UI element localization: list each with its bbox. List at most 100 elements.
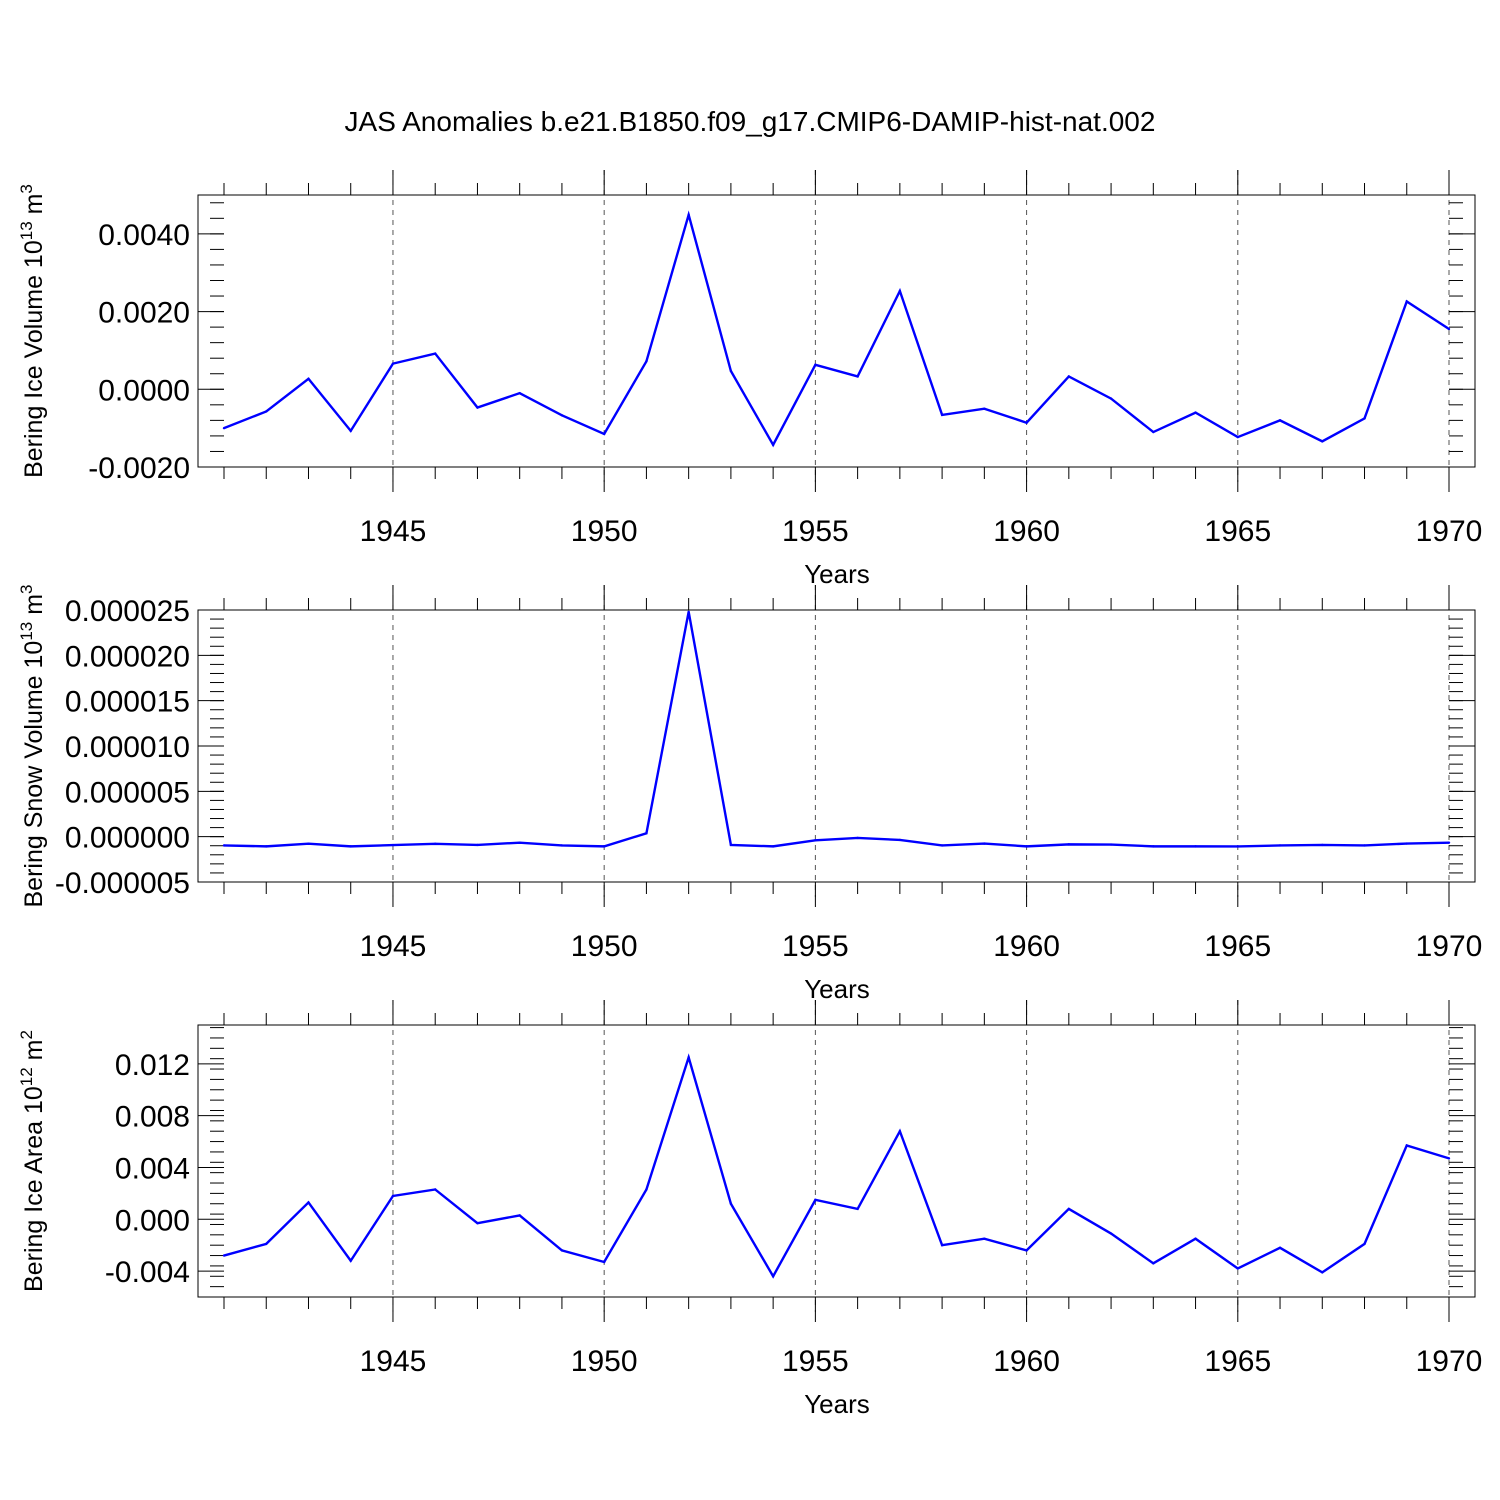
data-point xyxy=(771,1275,775,1278)
plot-frame xyxy=(197,1024,1476,1298)
data-point xyxy=(560,414,564,417)
data-point xyxy=(1067,843,1071,846)
data-point xyxy=(729,1202,733,1205)
data-point xyxy=(1363,417,1366,420)
data-point xyxy=(898,838,902,842)
data-point xyxy=(349,429,352,433)
data-point xyxy=(476,1221,479,1225)
x-tick-label: 1950 xyxy=(571,515,638,548)
data-point xyxy=(1405,1144,1408,1147)
y-axis-label-ylabel-unit: m xyxy=(20,594,48,622)
data-point xyxy=(856,1207,859,1211)
data-point xyxy=(518,391,521,395)
data-point xyxy=(1152,1262,1155,1265)
data-point xyxy=(265,410,268,413)
data-point xyxy=(771,443,775,447)
data-point xyxy=(1321,440,1324,443)
panel-1: -0.0020 0.0000 0.0020 0.0040 1945 1950 1955 196… xyxy=(17,170,1482,589)
x-tick-label: 1970 xyxy=(1416,930,1483,963)
data-point xyxy=(476,406,479,409)
data-point xyxy=(265,1242,268,1246)
data-point xyxy=(1109,397,1113,400)
x-tick-label: 1960 xyxy=(993,1345,1060,1378)
data-point xyxy=(940,844,944,847)
data-point xyxy=(729,843,733,847)
data-point xyxy=(1405,842,1408,845)
y-tick-label: 0.000025 xyxy=(65,595,190,628)
y-tick-label: 0.0000 xyxy=(98,374,190,407)
data-point xyxy=(602,845,606,848)
y-axis-label: Bering Ice Volume 1013 m3 xyxy=(17,184,48,478)
data-point xyxy=(687,1056,690,1059)
data-point xyxy=(940,1243,944,1247)
y-tick-label: 0.000015 xyxy=(65,686,190,719)
x-tick-label: 1955 xyxy=(782,1345,849,1378)
data-point xyxy=(602,1260,606,1264)
data-point xyxy=(391,1194,395,1198)
data-point xyxy=(687,213,690,217)
data-point xyxy=(518,1214,521,1217)
data-point xyxy=(1447,1157,1451,1160)
data-point xyxy=(898,289,902,293)
data-point xyxy=(307,1201,310,1204)
data-point xyxy=(222,1254,226,1257)
y-axis-label-ylabel-unit-sup: 3 xyxy=(17,584,36,593)
data-point xyxy=(898,1130,902,1133)
data-point xyxy=(391,843,395,847)
y-axis-label-ylabel-unit: m xyxy=(20,1040,48,1068)
x-tick-label: 1950 xyxy=(571,1345,638,1378)
figure-title: JAS Anomalies b.e21.B1850.f09_g17.CMIP6-… xyxy=(345,106,1156,137)
x-tick-label: 1950 xyxy=(571,930,638,963)
data-point xyxy=(814,1198,817,1202)
series-line xyxy=(223,611,1450,848)
y-axis-label-ylabel-main: Bering Ice Volume 10 xyxy=(20,240,48,478)
data-point xyxy=(1447,327,1451,331)
data-point xyxy=(1236,1267,1239,1270)
data-point xyxy=(1405,300,1408,303)
series-line xyxy=(223,1053,1450,1279)
y-axis-label: Bering Snow Volume 1013 m3 xyxy=(17,584,48,907)
y-tick-label: 0.012 xyxy=(115,1049,190,1082)
data-point xyxy=(983,842,986,845)
x-tick-label: 1965 xyxy=(1204,930,1271,963)
data-point xyxy=(222,426,226,430)
x-tick-label: 1955 xyxy=(782,930,849,963)
data-point xyxy=(645,1188,648,1191)
data-point xyxy=(983,407,986,410)
data-point xyxy=(1278,1246,1282,1249)
data-point xyxy=(940,413,944,417)
x-axis-label: Years xyxy=(804,974,870,1004)
x-tick-label: 1945 xyxy=(360,1345,427,1378)
y-tick-label: 0.000020 xyxy=(65,640,190,673)
x-tick-label: 1960 xyxy=(993,515,1060,548)
plot-frame xyxy=(197,194,1476,468)
data-point xyxy=(434,842,437,846)
y-tick-label: 0.0020 xyxy=(98,297,190,330)
data-point xyxy=(1194,1237,1197,1240)
y-tick-label: 0.004 xyxy=(115,1152,190,1185)
data-point xyxy=(1025,845,1028,848)
panel-3: -0.004 0.000 0.004 0.008 0.012 1945 1950 1955 19… xyxy=(17,1000,1482,1419)
data-point xyxy=(1025,421,1028,424)
data-point xyxy=(1278,419,1282,422)
data-point xyxy=(1067,1207,1071,1211)
data-point xyxy=(222,844,226,847)
data-point xyxy=(1236,845,1239,848)
data-point xyxy=(434,1188,437,1191)
y-tick-label: 0.008 xyxy=(115,1101,190,1134)
data-point xyxy=(856,836,859,840)
series-line xyxy=(223,210,1450,448)
y-axis-label-ylabel-unit-sup: 3 xyxy=(17,184,36,193)
data-point xyxy=(729,369,733,373)
data-point xyxy=(1363,844,1366,847)
x-tick-label: 1965 xyxy=(1204,515,1271,548)
x-tick-label: 1970 xyxy=(1416,1345,1483,1378)
y-tick-label: -0.0020 xyxy=(88,452,190,485)
x-tick-label: 1970 xyxy=(1416,515,1483,548)
y-tick-label: 0.000005 xyxy=(65,776,190,809)
y-axis-label-ylabel-sup: 13 xyxy=(17,622,36,641)
data-point xyxy=(1278,844,1282,847)
y-axis-label-ylabel-sup: 13 xyxy=(17,221,36,240)
y-axis-label-ylabel-main: Bering Ice Area 10 xyxy=(20,1086,48,1292)
